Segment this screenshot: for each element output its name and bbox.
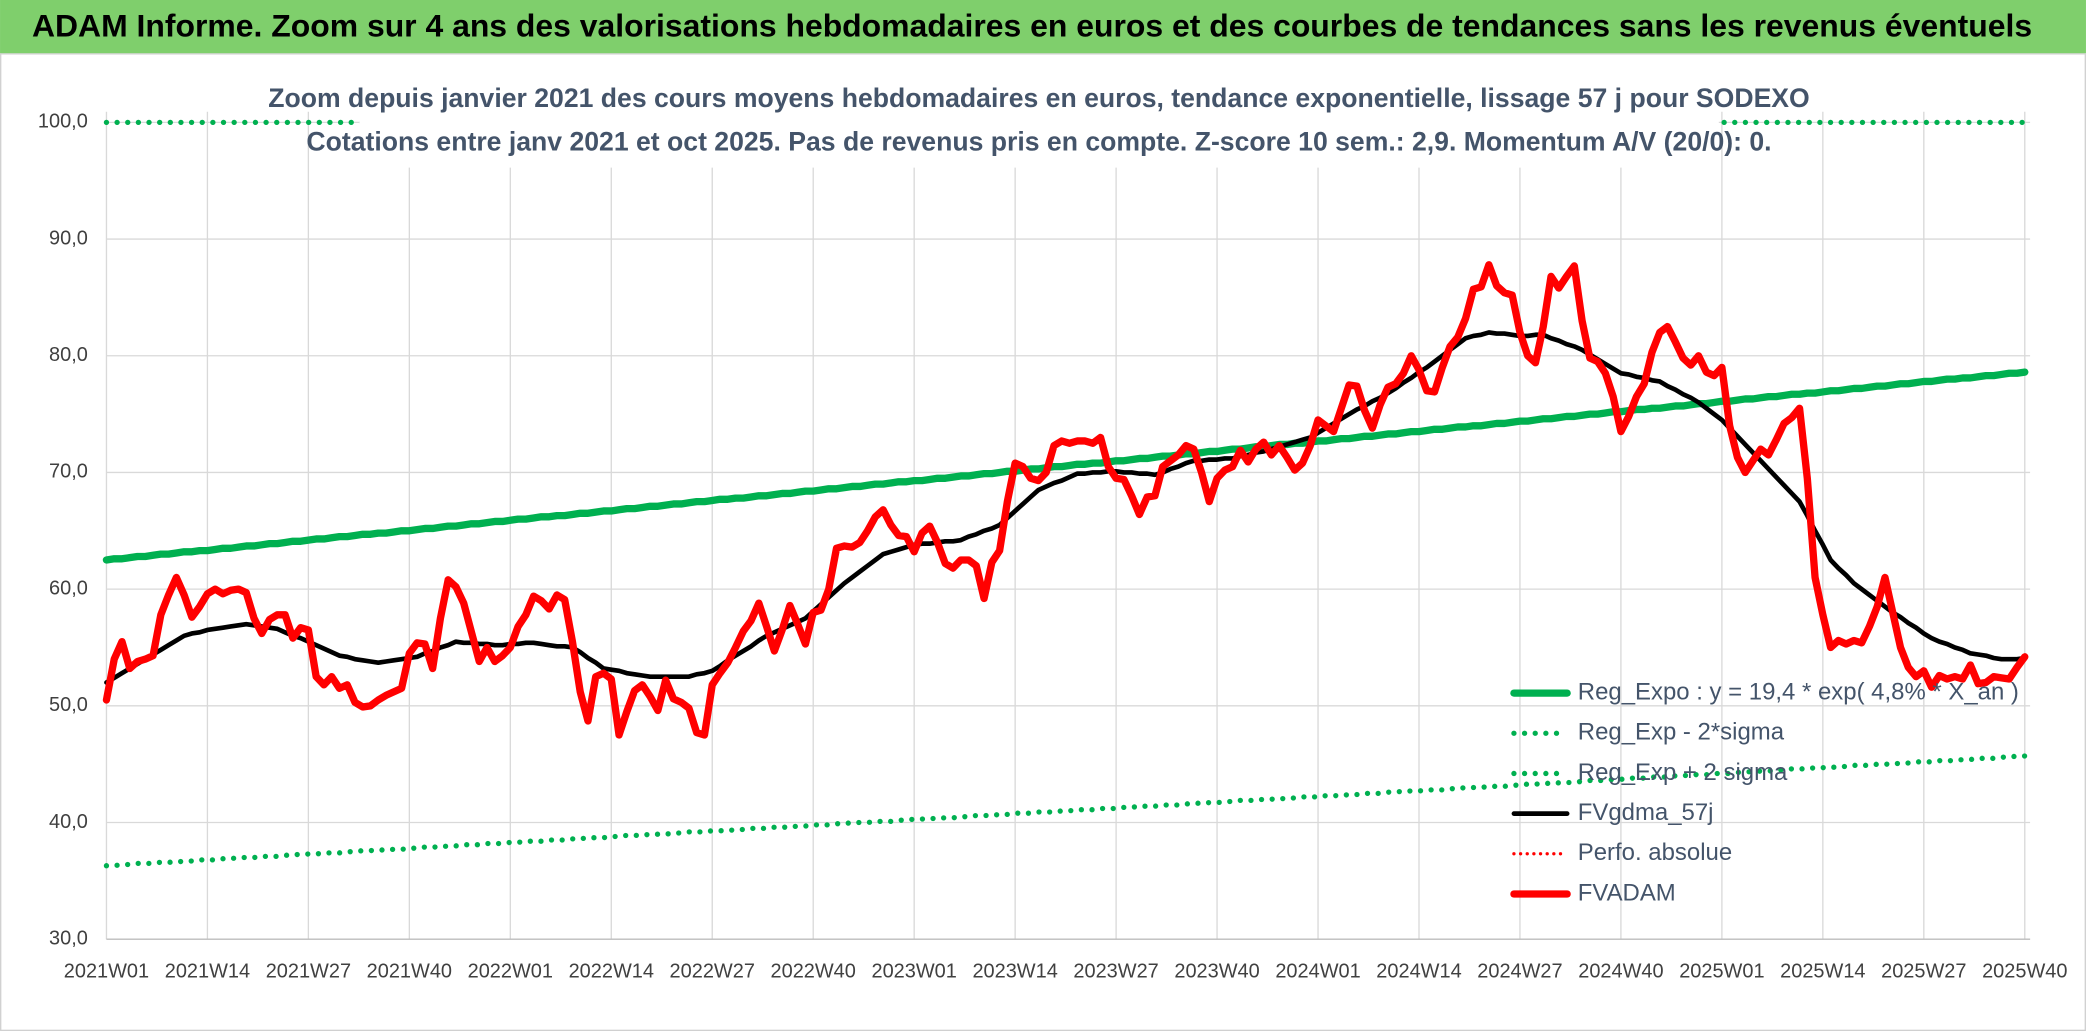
x-tick-label: 2024W27 xyxy=(1477,961,1562,983)
y-tick-label: 50,0 xyxy=(49,694,88,716)
x-tick-label: 2023W40 xyxy=(1174,961,1259,983)
x-tick-label: 2024W14 xyxy=(1376,961,1461,983)
legend-label: Perfo. absolue xyxy=(1578,839,1732,866)
x-tick-label: 2022W01 xyxy=(468,961,553,983)
series-line xyxy=(102,261,2029,739)
x-tick-label: 2025W14 xyxy=(1780,961,1865,983)
legend-label: Reg_Exp + 2 sigma xyxy=(1578,759,1788,786)
legend: Reg_Expo : y = 19,4 * exp( 4,8% * X_an )… xyxy=(1510,678,2019,906)
x-tick-label: 2021W14 xyxy=(165,961,250,983)
x-tick-label: 2021W27 xyxy=(266,961,351,983)
x-tick-label: 2025W27 xyxy=(1881,961,1966,983)
x-tick-label: 2025W40 xyxy=(1982,961,2067,983)
header-band xyxy=(0,0,2086,54)
x-tick-label: 2022W14 xyxy=(569,961,654,983)
title-background xyxy=(359,77,1719,168)
legend-label: Reg_Exp - 2*sigma xyxy=(1578,719,1785,746)
series-line xyxy=(102,368,2029,564)
y-tick-label: 40,0 xyxy=(49,811,88,833)
x-tick-label: 2023W01 xyxy=(871,961,956,983)
y-tick-label: 80,0 xyxy=(49,344,88,366)
x-tick-label: 2023W14 xyxy=(972,961,1057,983)
x-tick-label: 2021W40 xyxy=(367,961,452,983)
x-tick-label: 2022W40 xyxy=(771,961,856,983)
y-tick-label: 70,0 xyxy=(49,461,88,483)
y-tick-label: 100,0 xyxy=(38,111,88,133)
chart-title: Zoom depuis janvier 2021 des cours moyen… xyxy=(268,83,1809,113)
chart-subtitle: Cotations entre janv 2021 et oct 2025. P… xyxy=(306,127,1771,157)
x-tick-label: 2024W40 xyxy=(1578,961,1663,983)
x-tick-label: 2024W01 xyxy=(1275,961,1360,983)
y-tick-label: 90,0 xyxy=(49,227,88,249)
x-tick-label: 2023W27 xyxy=(1073,961,1158,983)
y-tick-label: 30,0 xyxy=(49,927,88,949)
y-tick-label: 60,0 xyxy=(49,577,88,599)
x-tick-label: 2022W27 xyxy=(670,961,755,983)
chart-frame xyxy=(0,53,2086,1031)
series-line xyxy=(103,753,2028,869)
header-title: ADAM Informe. Zoom sur 4 ans des valoris… xyxy=(32,7,2032,43)
x-tick-label: 2025W01 xyxy=(1679,961,1764,983)
legend-label: FVgdma_57j xyxy=(1578,799,1714,826)
legend-label: Reg_Expo : y = 19,4 * exp( 4,8% * X_an ) xyxy=(1578,678,2019,705)
legend-label: FVADAM xyxy=(1578,879,1676,906)
x-tick-label: 2021W01 xyxy=(64,961,149,983)
plot-area: 30,0 40,0 50,0 60,0 70,0 80,0 90,0 100,0 2021W01… xyxy=(38,111,2068,983)
